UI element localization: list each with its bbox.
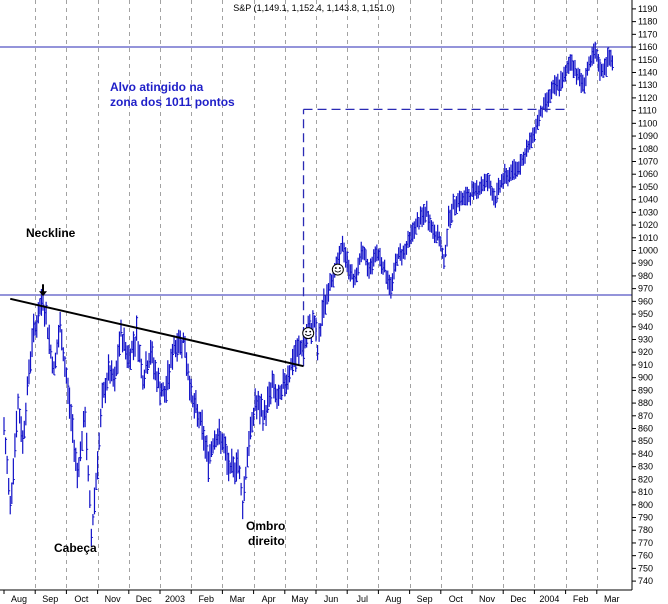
x-tick-label: Nov: [105, 594, 122, 604]
x-tick-label: May: [291, 594, 309, 604]
y-tick-label: 1120: [638, 93, 657, 103]
neckline-arrow-head: [39, 291, 47, 297]
grid-lines: [35, 0, 598, 590]
y-tick-label: 740: [638, 576, 653, 586]
y-tick-label: 940: [638, 322, 653, 332]
y-tick-label: 1050: [638, 182, 658, 192]
x-tick-label: Sep: [417, 594, 433, 604]
y-tick-label: 890: [638, 385, 653, 395]
x-tick-label: Aug: [11, 594, 27, 604]
y-tick-label: 1060: [638, 169, 658, 179]
y-tick-label: 920: [638, 347, 653, 357]
y-tick-label: 1160: [638, 42, 657, 52]
x-tick-label: Jun: [324, 594, 339, 604]
y-tick-label: 820: [638, 474, 653, 484]
y-tick-label: 1030: [638, 207, 658, 217]
y-tick-label: 1020: [638, 220, 658, 230]
y-tick-label: 870: [638, 411, 653, 421]
y-tick-label: 750: [638, 563, 653, 573]
y-tick-label: 1100: [638, 118, 657, 128]
x-tick-label: Sep: [42, 594, 58, 604]
y-tick-label: 780: [638, 525, 653, 535]
y-tick-label: 1190: [638, 4, 657, 14]
y-tick-label: 930: [638, 335, 653, 345]
y-tick-label: 1070: [638, 156, 658, 166]
y-tick-label: 840: [638, 449, 653, 459]
x-tick-label: 2004: [539, 594, 559, 604]
y-tick-label: 1150: [638, 55, 657, 65]
y-tick-label: 770: [638, 538, 653, 548]
head-label: Cabeça: [54, 541, 97, 555]
y-tick-label: 850: [638, 436, 653, 446]
y-tick-label: 1040: [638, 195, 658, 205]
smiley-icon: [331, 263, 344, 276]
x-tick-label: Apr: [262, 594, 276, 604]
y-tick-label: 1090: [638, 131, 658, 141]
x-tick-label: 2003: [165, 594, 185, 604]
y-tick-label: 1170: [638, 29, 657, 39]
x-axis-ticks: Aug Sep Oct Nov Dec 2003 Feb Mar Apr May Jun Jul Aug…: [3, 590, 620, 604]
price-bars: [3, 41, 614, 547]
x-tick-label: Oct: [449, 594, 464, 604]
x-tick-label: Feb: [198, 594, 214, 604]
x-tick-label: Aug: [385, 594, 401, 604]
x-tick-label: Dec: [136, 594, 153, 604]
y-tick-label: 1180: [638, 17, 657, 27]
y-tick-label: 1130: [638, 80, 657, 90]
y-tick-label: 960: [638, 296, 653, 306]
right-shoulder-label-line2: direito: [248, 534, 285, 548]
target-label-line1: Alvo atingido na: [110, 80, 204, 94]
y-tick-label: 880: [638, 398, 653, 408]
x-tick-label: Oct: [74, 594, 89, 604]
smiley-icon: [302, 327, 315, 340]
chart-overlays: [0, 46, 632, 368]
y-tick-label: 800: [638, 500, 653, 510]
x-tick-label: Jul: [356, 594, 368, 604]
x-tick-label: Feb: [573, 594, 589, 604]
y-tick-label: 1110: [638, 106, 657, 116]
x-tick-label: Mar: [230, 594, 246, 604]
x-tick-label: Dec: [510, 594, 527, 604]
y-tick-label: 1010: [638, 233, 658, 243]
y-tick-label: 970: [638, 284, 653, 294]
y-tick-label: 950: [638, 309, 653, 319]
y-tick-label: 1140: [638, 67, 657, 77]
y-tick-label: 830: [638, 462, 653, 472]
y-axis-ticks: 740 750 760 770 780 790 800 810 820 830 840 850 860 8…: [632, 4, 658, 586]
y-tick-label: 910: [638, 360, 653, 370]
y-tick-label: 990: [638, 258, 653, 268]
neckline: [10, 297, 304, 368]
y-tick-label: 1000: [638, 245, 658, 255]
y-tick-label: 900: [638, 373, 653, 383]
neckline-label: Neckline: [26, 226, 76, 240]
chart-title: S&P (1,149.1, 1,152.4, 1,143.8, 1,151.0): [233, 3, 394, 13]
x-tick-label: Nov: [479, 594, 496, 604]
y-tick-label: 860: [638, 424, 653, 434]
y-tick-label: 810: [638, 487, 653, 497]
target-label-line2: zona dos 1011 pontos: [110, 95, 235, 109]
x-tick-label: Mar: [604, 594, 620, 604]
y-tick-label: 790: [638, 513, 653, 523]
y-tick-label: 760: [638, 551, 653, 561]
y-tick-label: 1080: [638, 144, 658, 154]
y-tick-label: 980: [638, 271, 653, 281]
right-shoulder-label-line1: Ombro: [246, 519, 285, 533]
